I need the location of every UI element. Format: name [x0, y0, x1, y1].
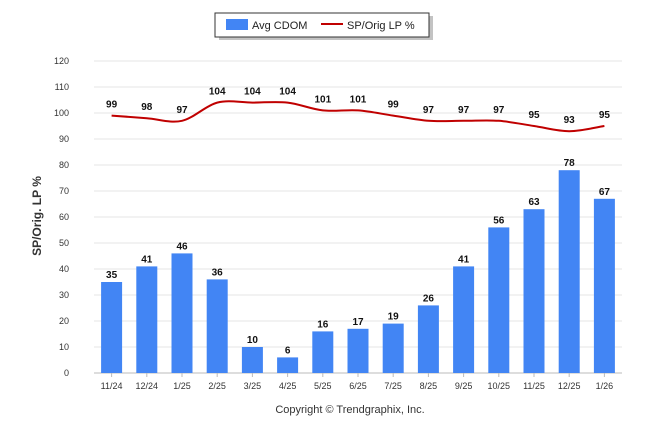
y-axis-title: SP/Orig. LP % [30, 176, 44, 256]
x-tick-label: 5/25 [314, 381, 332, 391]
legend-label-bars: Avg CDOM [252, 20, 307, 32]
line-data-label: 95 [599, 110, 611, 121]
y-tick-label: 60 [59, 212, 69, 222]
y-axis-ticks: 0 10 20 30 40 50 60 70 80 90 100 110 120 [54, 56, 69, 378]
x-tick-label: 6/25 [349, 381, 367, 391]
y-tick-label: 100 [54, 108, 69, 118]
bar [241, 347, 263, 373]
line-data-label: 93 [564, 115, 576, 126]
bar [593, 198, 615, 373]
y-tick-label: 40 [59, 264, 69, 274]
bar-series [101, 170, 615, 373]
line-data-label: 104 [244, 87, 261, 98]
legend-label-line: SP/Orig LP % [347, 20, 415, 32]
copyright-footer: Copyright © Trendgraphix, Inc. [275, 404, 424, 416]
line-series [111, 100, 605, 133]
bar-data-label: 6 [285, 345, 291, 356]
line-data-label: 104 [279, 87, 296, 98]
legend: Avg CDOM SP/Orig LP % [214, 12, 433, 40]
line-data-label: 97 [493, 105, 505, 116]
bar [206, 279, 228, 373]
x-tick-label: 10/25 [488, 381, 511, 391]
bar-data-labels: 35 41 46 36 10 6 16 17 19 26 41 56 63 78 67 [106, 158, 610, 356]
y-tick-label: 30 [59, 290, 69, 300]
x-tick-label: 11/25 [523, 381, 545, 391]
bar [277, 357, 299, 373]
bar-data-label: 56 [493, 215, 505, 226]
bar-data-label: 35 [106, 270, 118, 281]
x-tick-label: 9/25 [455, 381, 473, 391]
bar-data-label: 19 [388, 312, 400, 323]
bar [136, 266, 158, 373]
bar-data-label: 63 [528, 197, 540, 208]
bar-data-label: 41 [458, 254, 470, 265]
bar [382, 323, 404, 373]
x-tick-label: 12/24 [136, 381, 159, 391]
line-data-label: 101 [314, 94, 331, 105]
bar-data-label: 10 [247, 335, 259, 346]
x-tick-label: 7/25 [384, 381, 402, 391]
bar-data-label: 17 [352, 317, 364, 328]
y-tick-label: 80 [59, 160, 69, 170]
line-data-labels: 99 98 97 104 104 104 101 101 99 97 97 97 95 93 95 [106, 87, 610, 127]
line-data-label: 99 [106, 100, 118, 111]
x-tick-label: 11/24 [101, 381, 123, 391]
line-data-label: 101 [350, 94, 367, 105]
line-data-label: 97 [176, 105, 188, 116]
bar [453, 266, 475, 373]
legend-bar-swatch [226, 19, 248, 30]
y-tick-label: 10 [59, 342, 69, 352]
line-data-label: 98 [141, 102, 153, 113]
bar [417, 305, 439, 373]
bar-data-label: 26 [423, 293, 435, 304]
bar [558, 170, 580, 373]
bar [347, 328, 369, 373]
x-tick-label: 1/25 [173, 381, 191, 391]
x-tick-label: 8/25 [420, 381, 438, 391]
line-data-label: 95 [528, 110, 540, 121]
bar-data-label: 46 [176, 241, 188, 252]
bar-data-label: 78 [564, 158, 576, 169]
y-tick-label: 50 [59, 238, 69, 248]
y-tick-label: 90 [59, 134, 69, 144]
x-tick-label: 1/26 [596, 381, 614, 391]
bar [101, 282, 123, 373]
line-data-label: 97 [423, 105, 435, 116]
x-axis-ticks: 11/24 12/24 1/25 2/25 3/25 4/25 5/25 6/25 7/25 8/… [101, 373, 613, 391]
bar [523, 209, 545, 373]
bar-data-label: 36 [212, 267, 224, 278]
x-tick-label: 3/25 [244, 381, 262, 391]
line-data-label: 97 [458, 105, 470, 116]
x-tick-label: 12/25 [558, 381, 581, 391]
bar [312, 331, 334, 373]
x-tick-label: 4/25 [279, 381, 297, 391]
y-tick-label: 120 [54, 56, 69, 66]
y-tick-label: 70 [59, 186, 69, 196]
bar [488, 227, 510, 373]
line-data-label: 99 [388, 100, 400, 111]
y-tick-label: 110 [55, 82, 69, 92]
bar-data-label: 41 [141, 254, 153, 265]
x-tick-label: 2/25 [208, 381, 226, 391]
y-tick-label: 20 [59, 316, 69, 326]
bar [171, 253, 193, 373]
y-tick-label: 0 [64, 368, 69, 378]
bar-data-label: 67 [599, 187, 611, 198]
line-data-label: 104 [209, 87, 226, 98]
bar-data-label: 16 [317, 319, 329, 330]
line-path [111, 100, 605, 133]
